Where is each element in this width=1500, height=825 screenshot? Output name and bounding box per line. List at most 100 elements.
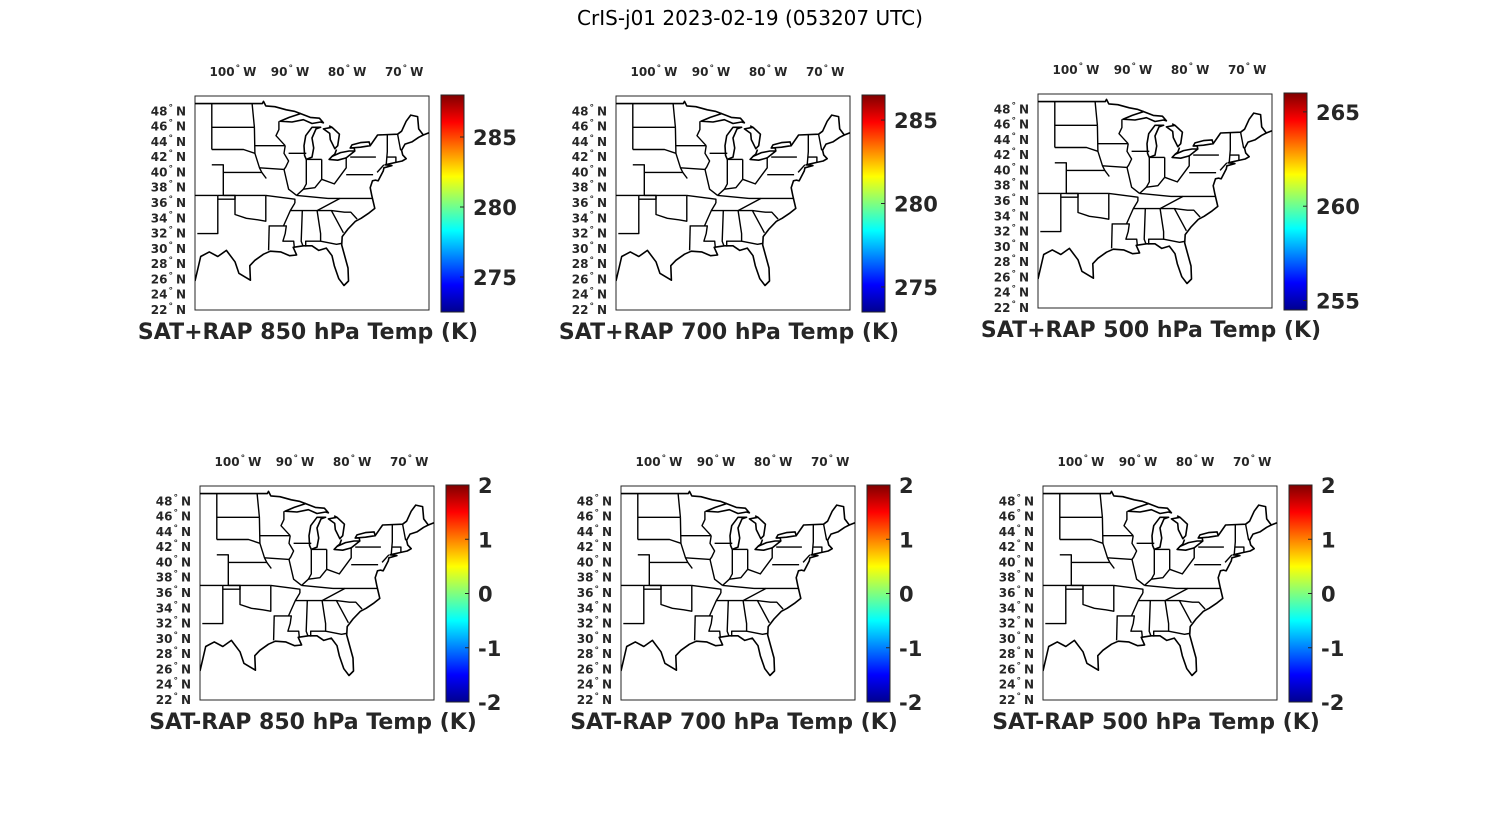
- lat-tick-label: 34° N: [994, 208, 1029, 223]
- state-border: [1163, 238, 1185, 243]
- colorbar-tick-label: 285: [894, 109, 938, 133]
- state-border: [1168, 630, 1190, 635]
- state-border: [822, 524, 829, 541]
- lat-tick-label: 26° N: [156, 661, 191, 676]
- colorbar-tick-label: -1: [899, 637, 922, 661]
- map-svg: 100° W 90° W 80° W 70° W 48° N46° N44° N42° N40° N38°…: [994, 62, 1360, 315]
- lat-tick-label: 40° N: [994, 162, 1029, 177]
- lon-tick-label: 100° W: [215, 454, 262, 469]
- state-border: [1239, 132, 1246, 149]
- map-outlines: [200, 490, 434, 677]
- lon-tick-label: 70° W: [811, 454, 849, 469]
- state-border: [686, 194, 717, 203]
- lat-tick-label: 46° N: [156, 509, 191, 524]
- map-frame: [194, 95, 430, 311]
- state-border: [325, 630, 347, 635]
- state-border: [1173, 208, 1188, 232]
- lat-tick-label: 26° N: [994, 269, 1029, 284]
- state-border: [638, 195, 657, 200]
- state-border: [632, 148, 677, 154]
- great-lake: [1176, 540, 1204, 551]
- state-border: [1139, 192, 1172, 198]
- colorbar-tick-label: 1: [899, 528, 914, 552]
- state-border: [632, 164, 645, 196]
- state-border: [202, 585, 224, 625]
- state-border: [1110, 223, 1113, 249]
- state-border: [717, 194, 750, 200]
- country-border: [195, 100, 301, 115]
- state-border: [1150, 549, 1155, 580]
- state-border: [643, 584, 693, 612]
- lat-tick-label: 32° N: [994, 224, 1029, 239]
- state-border: [1229, 154, 1240, 161]
- great-lake: [322, 126, 341, 150]
- lat-tick-label: 38° N: [994, 178, 1029, 193]
- great-lake: [729, 516, 748, 551]
- lat-tick-label: 38° N: [572, 180, 607, 195]
- state-border: [301, 584, 334, 590]
- state-border: [222, 584, 272, 612]
- great-lake: [303, 126, 322, 161]
- colorbar-tick-label: 285: [473, 126, 517, 150]
- state-border: [1118, 119, 1129, 145]
- map-panel: 100° W 90° W 80° W 70° W 48° N 46° N 44° N 42° N 40° N 38°…: [549, 60, 989, 380]
- state-border: [726, 600, 730, 637]
- country-border: [795, 504, 850, 537]
- lat-tick-label: 38° N: [577, 570, 612, 585]
- state-border: [1059, 538, 1104, 544]
- lat-tick-label: 38° N: [151, 180, 186, 195]
- state-border: [623, 585, 645, 625]
- lat-tick-label: 48° N: [151, 103, 186, 118]
- lat-tick-label: 30° N: [151, 241, 186, 256]
- great-lake: [724, 126, 743, 161]
- state-border: [1099, 493, 1104, 518]
- state-border: [742, 157, 768, 185]
- map-frame: [199, 485, 435, 701]
- state-border: [1133, 195, 1184, 210]
- lon-tick-label: 80° W: [1171, 62, 1209, 77]
- state-border: [282, 202, 296, 227]
- lat-tick-label: 34° N: [999, 600, 1034, 615]
- state-border: [709, 559, 724, 586]
- map-frame: [615, 95, 851, 311]
- state-border: [637, 554, 650, 586]
- map-panel: 100° W 90° W 80° W 70° W 48° N 46° N 44° N 42° N 40° N 38°…: [976, 450, 1416, 770]
- colorbar-tick-label: 0: [1321, 583, 1336, 607]
- colorbar-tick-label: 0: [899, 583, 914, 607]
- lon-tick-label: 70° W: [1233, 454, 1271, 469]
- lat-tick-label: 40° N: [156, 554, 191, 569]
- state-border: [637, 538, 682, 544]
- lat-tick-label: 40° N: [151, 164, 186, 179]
- lon-tick-label: 90° W: [1119, 454, 1157, 469]
- state-border: [270, 584, 301, 593]
- state-border: [321, 157, 347, 185]
- map-svg: 100° W 90° W 80° W 70° W 48° N46° N44° N42° N40° N38°…: [572, 64, 938, 317]
- lat-tick-label: 28° N: [151, 256, 186, 271]
- lat-tick-label: 48° N: [994, 101, 1029, 116]
- lat-tick-label: 32° N: [572, 226, 607, 241]
- state-border: [721, 210, 725, 247]
- panel-title: SAT-RAP 700 hPa Temp (K): [570, 710, 898, 735]
- great-lake: [1151, 516, 1170, 551]
- panel-title: SAT+RAP 700 hPa Temp (K): [558, 320, 900, 345]
- state-border: [259, 167, 285, 171]
- lat-tick-label: 44° N: [999, 524, 1034, 539]
- state-border: [283, 169, 298, 196]
- state-border: [1148, 600, 1152, 637]
- lat-tick-label: 30° N: [999, 631, 1034, 646]
- map-panel: 100° W 90° W 80° W 70° W 48° N 46° N 44° N 42° N 40° N 38°…: [133, 450, 573, 770]
- state-border: [265, 194, 296, 203]
- colorbar-tick-label: -2: [478, 691, 501, 715]
- state-border: [717, 178, 744, 196]
- lat-tick-label: 48° N: [572, 103, 607, 118]
- state-border: [751, 210, 766, 234]
- great-lake: [754, 540, 782, 551]
- lat-tick-label: 22° N: [577, 692, 612, 707]
- lat-tick-label: 28° N: [999, 646, 1034, 661]
- lat-tick-label: 22° N: [999, 692, 1034, 707]
- great-lake: [743, 126, 762, 150]
- lat-tick-label: 30° N: [994, 239, 1029, 254]
- state-border: [709, 535, 716, 560]
- colorbar: [1283, 92, 1308, 311]
- map-svg: 100° W 90° W 80° W 70° W 48° N46° N44° N42° N40° N38°…: [151, 64, 517, 317]
